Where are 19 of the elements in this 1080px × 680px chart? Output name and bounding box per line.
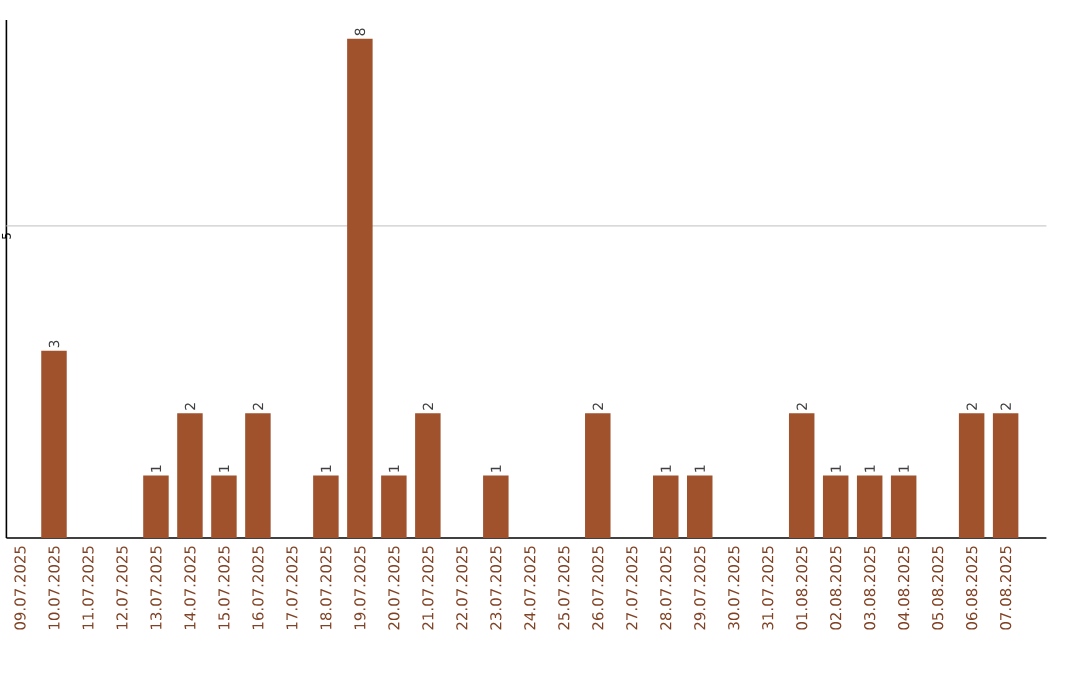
bar xyxy=(245,413,271,538)
bar xyxy=(653,475,679,538)
bar xyxy=(415,413,441,538)
bar xyxy=(41,350,67,538)
bar xyxy=(211,475,237,538)
bar xyxy=(958,413,985,538)
bar xyxy=(313,475,339,538)
bar xyxy=(687,475,713,538)
bar xyxy=(143,475,169,538)
bar xyxy=(890,475,917,538)
bar xyxy=(788,413,815,538)
bar xyxy=(822,475,849,538)
bar xyxy=(177,413,203,538)
bar xyxy=(856,475,883,538)
bar xyxy=(381,475,407,538)
bar xyxy=(992,413,1019,538)
bar xyxy=(585,413,611,538)
bar xyxy=(483,475,509,538)
bar xyxy=(347,38,373,538)
